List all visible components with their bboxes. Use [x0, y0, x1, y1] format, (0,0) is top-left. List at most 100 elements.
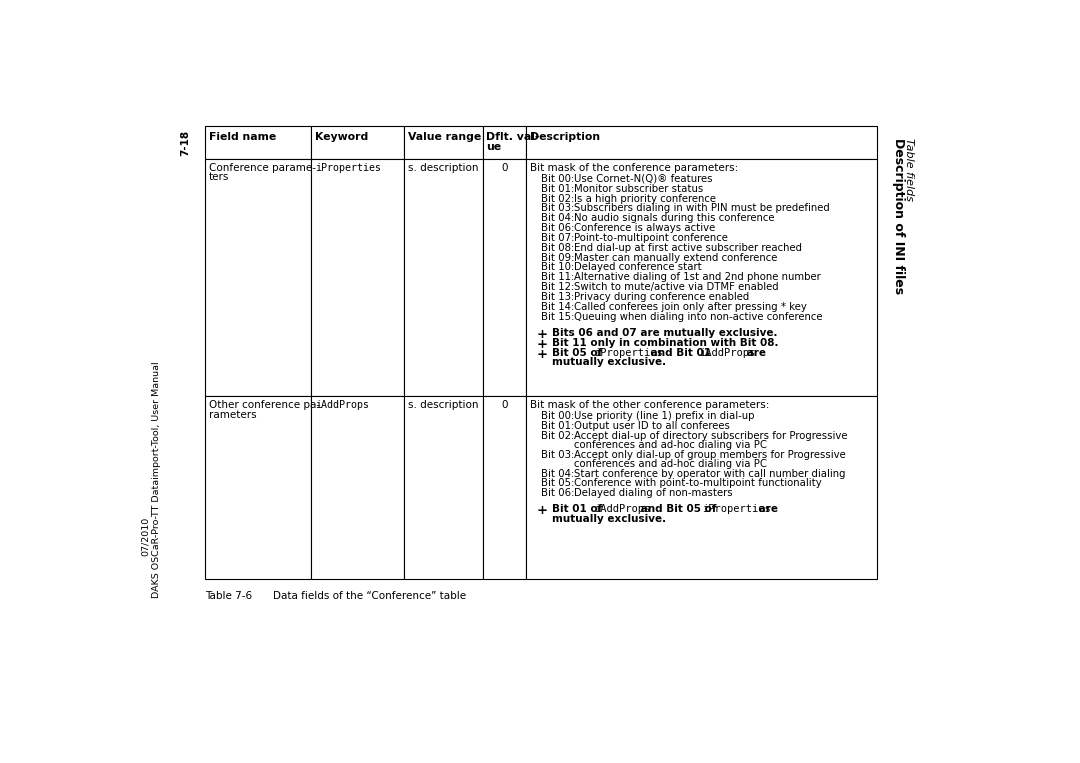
Text: and Bit 01: and Bit 01 — [647, 347, 715, 358]
Text: s. description: s. description — [408, 163, 478, 173]
Text: Bit 11:: Bit 11: — [541, 272, 575, 282]
Text: Dflt. val-: Dflt. val- — [486, 132, 540, 143]
Text: Other conference pa-: Other conference pa- — [208, 401, 320, 410]
Bar — [483, 126, 526, 159]
Text: Table fields: Table fields — [904, 138, 915, 201]
Text: Bit 15:: Bit 15: — [541, 312, 575, 322]
Text: Bit 05 of: Bit 05 of — [552, 347, 606, 358]
Bar — [483, 159, 526, 396]
Text: Description of INI files: Description of INI files — [892, 138, 905, 294]
Text: are: are — [743, 347, 766, 358]
Text: 07/2010: 07/2010 — [141, 517, 150, 556]
Text: Queuing when dialing into non-active conference: Queuing when dialing into non-active con… — [575, 312, 823, 322]
Text: Bit 02:: Bit 02: — [541, 194, 575, 204]
Text: Bit 02:: Bit 02: — [541, 430, 575, 441]
Text: Conference parame-: Conference parame- — [208, 163, 315, 173]
Text: iAddProps: iAddProps — [315, 401, 369, 410]
Bar — [311, 396, 404, 579]
Text: Value range: Value range — [408, 132, 481, 143]
Text: +: + — [537, 338, 548, 351]
Text: Subscribers dialing in with PIN must be predefined: Subscribers dialing in with PIN must be … — [575, 204, 831, 214]
Text: Bit 14:: Bit 14: — [541, 302, 575, 312]
Text: Bit 08:: Bit 08: — [541, 243, 575, 253]
Bar — [483, 396, 526, 579]
Text: Bit 10:: Bit 10: — [541, 262, 575, 272]
Text: Privacy during conference enabled: Privacy during conference enabled — [575, 292, 750, 302]
Text: Start conference by operator with call number dialing: Start conference by operator with call n… — [575, 468, 846, 478]
Text: Monitor subscriber status: Monitor subscriber status — [575, 184, 704, 194]
Text: Bit 05:: Bit 05: — [541, 478, 575, 488]
Text: Use priority (line 1) prefix in dial-up: Use priority (line 1) prefix in dial-up — [575, 411, 755, 421]
Text: Conference is always active: Conference is always active — [575, 223, 716, 233]
Text: +: + — [537, 347, 548, 360]
Text: Bit 12:: Bit 12: — [541, 282, 575, 292]
Text: Bit 07:: Bit 07: — [541, 233, 575, 243]
Bar — [526, 126, 877, 159]
Text: mutually exclusive.: mutually exclusive. — [552, 357, 666, 367]
Text: +: + — [537, 504, 548, 517]
Bar — [311, 126, 404, 159]
Text: Bit 03:: Bit 03: — [541, 449, 575, 459]
Text: Data fields of the “Conference” table: Data fields of the “Conference” table — [273, 591, 467, 601]
Text: Bit 13:: Bit 13: — [541, 292, 575, 302]
Bar — [205, 126, 311, 159]
Bar — [404, 396, 483, 579]
Text: DAKS OSCaR-Pro-TT Dataimport-Tool, User Manual: DAKS OSCaR-Pro-TT Dataimport-Tool, User … — [152, 362, 161, 598]
Bar — [205, 159, 311, 396]
Text: Alternative dialing of 1st and 2nd phone number: Alternative dialing of 1st and 2nd phone… — [575, 272, 821, 282]
Text: ue: ue — [486, 142, 501, 152]
Text: and Bit 05 of: and Bit 05 of — [637, 504, 720, 514]
Text: Bit 00:: Bit 00: — [541, 411, 575, 421]
Text: Field name: Field name — [208, 132, 275, 143]
Text: No audio signals during this conference: No audio signals during this conference — [575, 213, 775, 224]
Text: 0: 0 — [501, 163, 508, 173]
Bar — [526, 396, 877, 579]
Text: iAddProps: iAddProps — [700, 347, 756, 358]
Text: Bit 06:: Bit 06: — [541, 223, 575, 233]
Bar — [404, 126, 483, 159]
Bar — [526, 159, 877, 396]
Text: Table 7-6: Table 7-6 — [205, 591, 252, 601]
Text: Called conferees join only after pressing * key: Called conferees join only after pressin… — [575, 302, 808, 312]
Text: Description: Description — [529, 132, 599, 143]
Text: Bit 06:: Bit 06: — [541, 488, 575, 498]
Text: rameters: rameters — [208, 410, 256, 420]
Text: End dial-up at first active subscriber reached: End dial-up at first active subscriber r… — [575, 243, 802, 253]
Text: Keyword: Keyword — [315, 132, 368, 143]
Text: Master can manually extend conference: Master can manually extend conference — [575, 253, 778, 262]
Text: Conference with point-to-multipoint functionality: Conference with point-to-multipoint func… — [575, 478, 822, 488]
Text: Output user ID to all conferees: Output user ID to all conferees — [575, 421, 730, 431]
Text: mutually exclusive.: mutually exclusive. — [552, 514, 666, 524]
Text: Bit 00:: Bit 00: — [541, 174, 575, 184]
Text: conferences and ad-hoc dialing via PC: conferences and ad-hoc dialing via PC — [575, 439, 768, 449]
Text: Point-to-multipoint conference: Point-to-multipoint conference — [575, 233, 728, 243]
Text: Bit 04:: Bit 04: — [541, 468, 575, 478]
Text: Bit mask of the other conference parameters:: Bit mask of the other conference paramet… — [529, 401, 769, 410]
Bar — [311, 159, 404, 396]
Text: Bit 01:: Bit 01: — [541, 421, 575, 431]
Text: 0: 0 — [501, 401, 508, 410]
Text: Bit 01:: Bit 01: — [541, 184, 575, 194]
Text: iAddProps: iAddProps — [594, 504, 650, 514]
Text: Delayed dialing of non-masters: Delayed dialing of non-masters — [575, 488, 733, 498]
Text: conferences and ad-hoc dialing via PC: conferences and ad-hoc dialing via PC — [575, 459, 768, 468]
Text: Switch to mute/active via DTMF enabled: Switch to mute/active via DTMF enabled — [575, 282, 779, 292]
Text: are: are — [755, 504, 778, 514]
Text: Bit 03:: Bit 03: — [541, 204, 575, 214]
Text: +: + — [537, 328, 548, 341]
Text: Bits 06 and 07 are mutually exclusive.: Bits 06 and 07 are mutually exclusive. — [552, 328, 778, 338]
Text: Accept only dial-up of group members for Progressive: Accept only dial-up of group members for… — [575, 449, 847, 459]
Text: iProperties: iProperties — [594, 347, 662, 358]
Text: ters: ters — [208, 172, 229, 182]
Text: Use Cornet-N(Q)® features: Use Cornet-N(Q)® features — [575, 174, 713, 184]
Text: Bit 11 only in combination with Bit 08.: Bit 11 only in combination with Bit 08. — [552, 338, 779, 348]
Bar — [205, 396, 311, 579]
Text: iProperties: iProperties — [315, 163, 381, 173]
Text: Bit mask of the conference parameters:: Bit mask of the conference parameters: — [529, 163, 738, 173]
Text: Bit 04:: Bit 04: — [541, 213, 575, 224]
Text: iProperties: iProperties — [702, 504, 770, 514]
Text: Bit 01 of: Bit 01 of — [552, 504, 606, 514]
Bar — [404, 159, 483, 396]
Text: Is a high priority conference: Is a high priority conference — [575, 194, 716, 204]
Text: 7-18: 7-18 — [180, 130, 190, 156]
